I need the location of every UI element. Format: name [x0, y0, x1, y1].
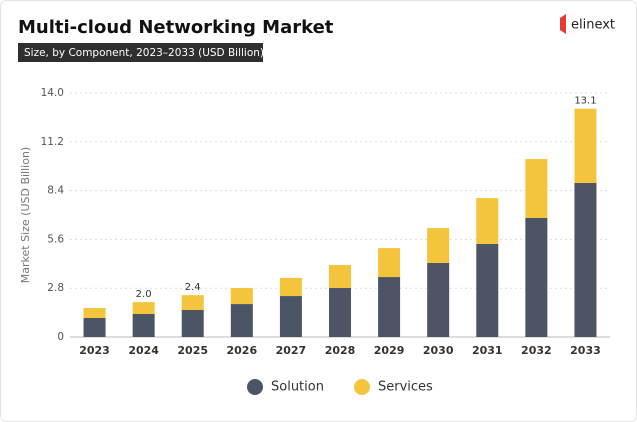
x-tick-label: 2030 [423, 344, 454, 357]
x-tick-label: 2027 [276, 344, 307, 357]
total-label: 2.0 [136, 289, 152, 300]
bar-segment [476, 198, 499, 244]
bar-segment [181, 309, 204, 337]
x-tick-label: 2025 [177, 344, 208, 357]
bar-segment [132, 313, 155, 337]
logo-text: elinext [571, 18, 615, 33]
bar-segment [83, 308, 106, 319]
bar-segment [329, 288, 351, 337]
bar-segment [181, 295, 204, 310]
y-axis-label: Market Size (USD Billion) [19, 147, 32, 283]
x-tick-label: 2024 [128, 344, 159, 357]
bar-segment [574, 108, 597, 183]
x-tick-label: 2031 [472, 344, 503, 357]
logo: elinext [560, 14, 615, 34]
bar-segment [525, 159, 548, 218]
x-tick-label: 2029 [374, 344, 405, 357]
x-tick-label: 2023 [79, 344, 110, 357]
y-tick-label: 0 [57, 331, 64, 343]
y-tick-label: 5.6 [47, 233, 64, 245]
y-tick-label: 2.8 [47, 282, 64, 294]
bar-segment [279, 277, 302, 297]
bar-segment [427, 262, 450, 337]
x-tick-label: 2033 [570, 344, 601, 357]
x-tick-label: 2026 [227, 344, 258, 357]
x-tick-label: 2032 [521, 344, 552, 357]
legend-label: Services [378, 380, 433, 395]
x-tick-label: 2028 [325, 344, 356, 357]
bar-segment [230, 288, 253, 305]
chart-subtitle: Size, by Component, 2023–2033 (USD Billi… [24, 47, 264, 59]
y-tick-label: 14.0 [41, 87, 64, 99]
y-tick-label: 11.2 [41, 136, 64, 148]
bar-segment [476, 243, 499, 337]
bar-segment [378, 277, 401, 337]
total-label: 13.1 [574, 96, 596, 107]
legend-label: Solution [271, 380, 324, 395]
bar-segment [329, 265, 351, 289]
bar-segment [525, 217, 548, 337]
subtitle-box [18, 43, 263, 62]
bar-segment [378, 248, 401, 278]
bar-segment [574, 182, 597, 337]
legend-marker [354, 379, 370, 395]
bar-segment [230, 304, 253, 337]
bar-segment [427, 228, 450, 263]
bar-segment [83, 318, 106, 337]
logo-icon [560, 14, 566, 34]
y-tick-label: 8.4 [47, 185, 64, 197]
bar-segment [132, 302, 155, 314]
bar-segment [279, 296, 302, 337]
total-label: 2.4 [185, 282, 201, 293]
legend-marker [247, 379, 263, 395]
chart-title: Multi-cloud Networking Market [18, 17, 334, 38]
